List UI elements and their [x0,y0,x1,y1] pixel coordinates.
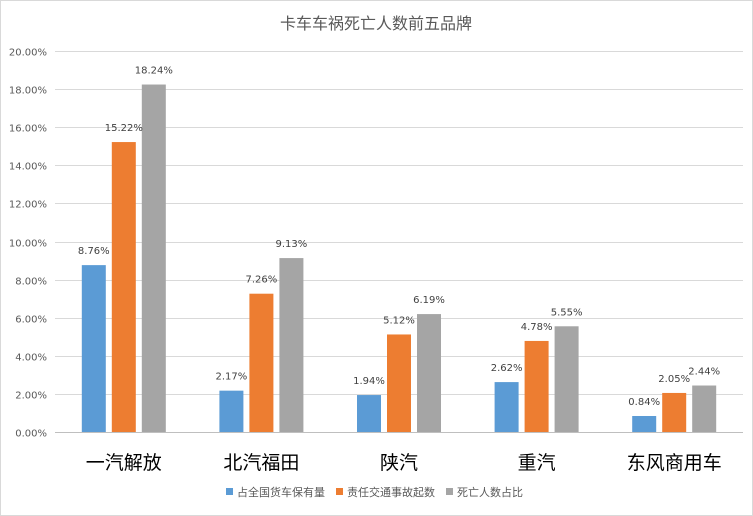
data-label: 0.84% [628,397,660,408]
bar-1-5 [632,415,657,432]
data-label: 4.78% [521,322,553,333]
y-tick-label: 6.00% [15,315,47,326]
data-label: 8.76% [78,246,110,257]
legend-label-2: 责任交通事故起数 [347,485,435,499]
data-label: 2.44% [688,367,720,378]
x-axis-ticks: 一汽解放 北汽福田 陕汽 重汽 东风商用车 [86,452,722,474]
legend-label-1: 占全国货车保有量 [237,485,325,499]
data-label: 6.19% [413,295,445,306]
bar-2-4 [524,340,549,432]
data-label: 7.26% [246,275,278,286]
data-label: 18.24% [135,66,173,77]
y-tick-label: 10.00% [9,239,47,250]
y-tick-label: 8.00% [15,277,47,288]
bar-1-1 [81,265,106,432]
data-label: 5.55% [551,307,583,318]
bar-3-2 [279,258,304,432]
data-label: 15.22% [105,123,143,134]
bar-2-1 [111,142,136,432]
y-axis-ticks: 0.00% 2.00% 4.00% 6.00% 8.00% 10.00% 12.00% 14.… [9,48,47,440]
data-label: 2.17% [216,372,248,383]
bar-3-3 [417,314,441,432]
bar-3-1 [141,84,166,432]
legend-label-3: 死亡人数占比 [457,485,523,499]
x-tick-label: 北汽福田 [223,452,299,474]
x-tick-label: 陕汽 [380,452,418,474]
data-labels: 8.76% 15.22% 18.24% 2.17% 7.26% 9.13% 1.94% 5.1… [78,66,720,408]
data-label: 2.62% [491,363,523,374]
data-label: 1.94% [353,376,385,387]
legend-swatch-2 [336,488,343,495]
y-tick-label: 4.00% [15,353,47,364]
legend-swatch-3 [446,488,453,495]
legend-swatch-1 [226,488,233,495]
y-tick-label: 16.00% [9,124,47,135]
bar-1-2 [219,390,244,432]
y-tick-label: 0.00% [15,429,47,440]
chart-title: 卡车车祸死亡人数前五品牌 [280,14,472,33]
y-tick-label: 14.00% [9,162,47,173]
bar-2-5 [662,392,687,432]
gridlines [55,51,743,433]
x-tick-label: 重汽 [518,452,556,474]
bars [81,84,717,432]
data-label: 9.13% [276,239,308,250]
y-tick-label: 12.00% [9,200,47,211]
data-label: 2.05% [658,374,690,385]
legend: 占全国货车保有量 责任交通事故起数 死亡人数占比 [226,485,523,499]
bar-3-4 [554,326,579,432]
bar-1-3 [357,395,381,432]
bar-2-2 [249,293,274,432]
bar-2-3 [387,334,411,432]
x-tick-label: 一汽解放 [86,452,162,474]
data-label: 5.12% [383,315,415,326]
bar-3-5 [692,385,717,432]
y-tick-label: 2.00% [15,391,47,402]
bar-1-4 [494,382,519,432]
y-tick-label: 20.00% [9,48,47,59]
y-tick-label: 18.00% [9,86,47,97]
x-tick-label: 东风商用车 [627,452,722,474]
